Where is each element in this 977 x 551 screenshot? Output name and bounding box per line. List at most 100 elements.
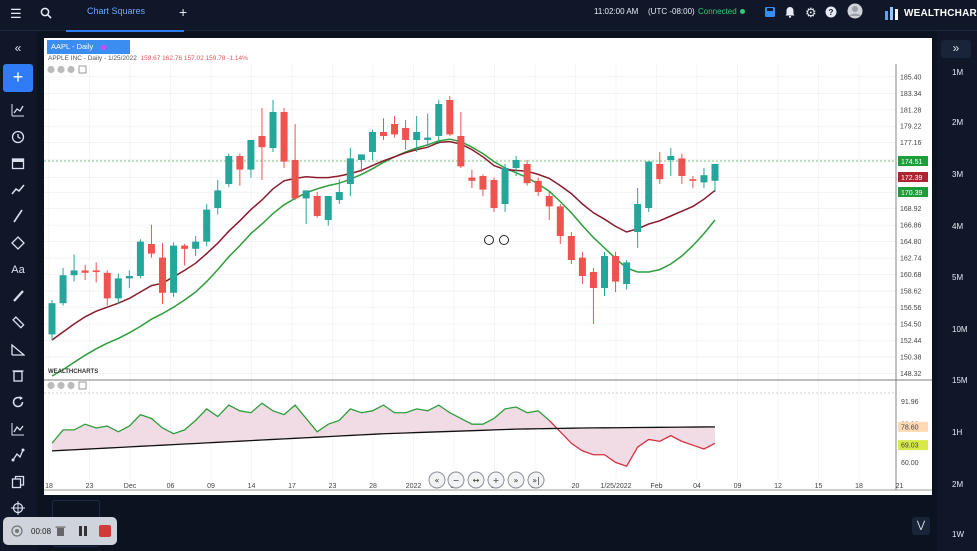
volume-label: 4M <box>952 222 964 231</box>
help-icon[interactable]: ? <box>825 6 837 18</box>
volume-label: 1M <box>952 68 964 77</box>
price-tick-label: 158.62 <box>900 289 922 296</box>
time-tick-label: 23 <box>86 483 94 490</box>
candle-body <box>280 112 288 162</box>
indicator-tick-label: 91.96 <box>901 399 919 406</box>
symbol-tab[interactable]: AAPL - Daily <box>47 40 130 54</box>
chart-type-icon[interactable] <box>11 103 25 117</box>
refresh-icon[interactable] <box>11 395 25 409</box>
save-icon[interactable] <box>764 6 776 18</box>
trash-icon[interactable] <box>11 368 25 382</box>
shapes-icon[interactable] <box>11 236 25 250</box>
candle-body <box>236 156 244 170</box>
indicator-pane-controls-icon[interactable] <box>47 381 99 390</box>
volume-label: 5M <box>952 273 964 282</box>
top-bar: ☰ Chart Squares + 11:02:00 AM (UTC -08:0… <box>0 0 977 32</box>
candle-body <box>601 256 608 288</box>
volume-label: 2M <box>952 480 964 489</box>
price-tag <box>898 156 928 166</box>
price-tick-label: 154.50 <box>900 322 922 329</box>
candle-body <box>103 272 111 299</box>
search-icon[interactable] <box>40 7 52 19</box>
menu-icon[interactable]: ☰ <box>10 6 22 21</box>
tab-chart-squares[interactable]: Chart Squares <box>66 0 184 32</box>
line-tool-icon[interactable] <box>11 209 25 223</box>
slow-moving-average-line <box>51 138 716 377</box>
oscillator-line-green <box>51 402 550 444</box>
chart-nav-glyph: + <box>493 476 500 485</box>
cursor-circle-icon <box>484 235 494 245</box>
indicator-tick-label: 60.00 <box>901 460 919 467</box>
candle-body <box>59 275 67 304</box>
candle-body <box>357 154 365 160</box>
candle-body <box>578 257 586 276</box>
symbol-marker-icon <box>101 44 107 50</box>
add-drawing-plus-button[interactable]: + <box>3 64 33 92</box>
price-axis-background <box>896 64 932 490</box>
pause-icon[interactable] <box>78 525 88 537</box>
candle-body <box>391 124 399 135</box>
ruler-icon[interactable] <box>11 315 25 329</box>
calendar-icon[interactable] <box>11 156 25 170</box>
time-tick-label: 15 <box>815 483 823 490</box>
price-tag <box>898 172 928 182</box>
indicator-tag <box>898 440 928 451</box>
candle-body <box>689 179 697 181</box>
time-tick-label: 09 <box>734 483 742 490</box>
price-tag <box>898 187 928 197</box>
price-tick-label: 183.34 <box>900 91 922 98</box>
candle-body <box>512 160 520 168</box>
chart-area[interactable]: 185.40183.34181.28179.22177.16175.10172.… <box>44 38 932 495</box>
candle-body <box>501 168 509 204</box>
candle-body <box>81 270 89 273</box>
path-tool-icon[interactable] <box>11 448 25 462</box>
time-tick-label: 20 <box>572 483 580 490</box>
chart-nav-button-icon <box>507 471 525 489</box>
chart-nav-glyph: − <box>453 476 460 485</box>
connection-status: Connected <box>698 7 745 16</box>
ohlc-readout: APPLE INC - Daily - 1/25/2022 159.67 162… <box>48 55 248 62</box>
chart-canvas[interactable]: 185.40183.34181.28179.22177.16175.10172.… <box>44 38 932 495</box>
price-tick-label: 162.74 <box>900 256 922 263</box>
candle-body <box>92 270 100 272</box>
brand-name: WEALTHCHARTS <box>904 8 977 19</box>
price-tick-label: 166.86 <box>900 223 922 230</box>
bell-icon[interactable] <box>784 6 796 18</box>
candle-body <box>225 156 233 184</box>
candle-body <box>479 176 487 190</box>
text-tool-icon[interactable]: Aa <box>11 264 25 276</box>
pane-controls-icon[interactable] <box>47 65 99 74</box>
brush-icon[interactable] <box>11 289 25 303</box>
gear-icon[interactable]: ⚙ <box>805 5 817 20</box>
price-tick-label: 160.68 <box>900 272 922 279</box>
trend-icon[interactable] <box>11 182 25 196</box>
candle-body <box>711 164 719 181</box>
candle-body <box>424 137 432 140</box>
price-tick-label: 181.28 <box>900 107 922 114</box>
price-tag-label: 172.39 <box>901 175 923 182</box>
candle-body <box>556 206 564 236</box>
price-tick-label: 164.80 <box>900 239 922 246</box>
stop-icon[interactable] <box>98 524 112 538</box>
avatar[interactable] <box>847 3 863 19</box>
cursor-circle-icon <box>499 235 509 245</box>
expand-right-icon[interactable]: » <box>941 40 971 58</box>
indicator-tick-label: 78.60 <box>901 424 919 431</box>
delete-recording-icon[interactable] <box>55 525 66 537</box>
candle-body <box>269 112 277 148</box>
measure-icon[interactable] <box>11 342 25 356</box>
candle-body <box>70 270 78 276</box>
copy-icon[interactable] <box>11 475 25 489</box>
scroll-down-chevron-icon[interactable]: ⋁ <box>912 517 930 535</box>
indicator-icon[interactable] <box>11 422 25 436</box>
candle-body <box>302 190 310 199</box>
add-tab-plus-icon[interactable]: + <box>179 4 188 20</box>
crosshair-icon[interactable] <box>11 501 25 515</box>
clock-icon[interactable] <box>11 130 25 144</box>
status-dot-icon <box>739 9 745 15</box>
time-tick-label: 06 <box>167 483 175 490</box>
time-tick-label: Dec <box>124 483 137 490</box>
indicator-tick-label: 69.03 <box>901 443 919 450</box>
candle-body <box>203 209 211 242</box>
collapse-left-icon[interactable]: « <box>14 41 22 55</box>
